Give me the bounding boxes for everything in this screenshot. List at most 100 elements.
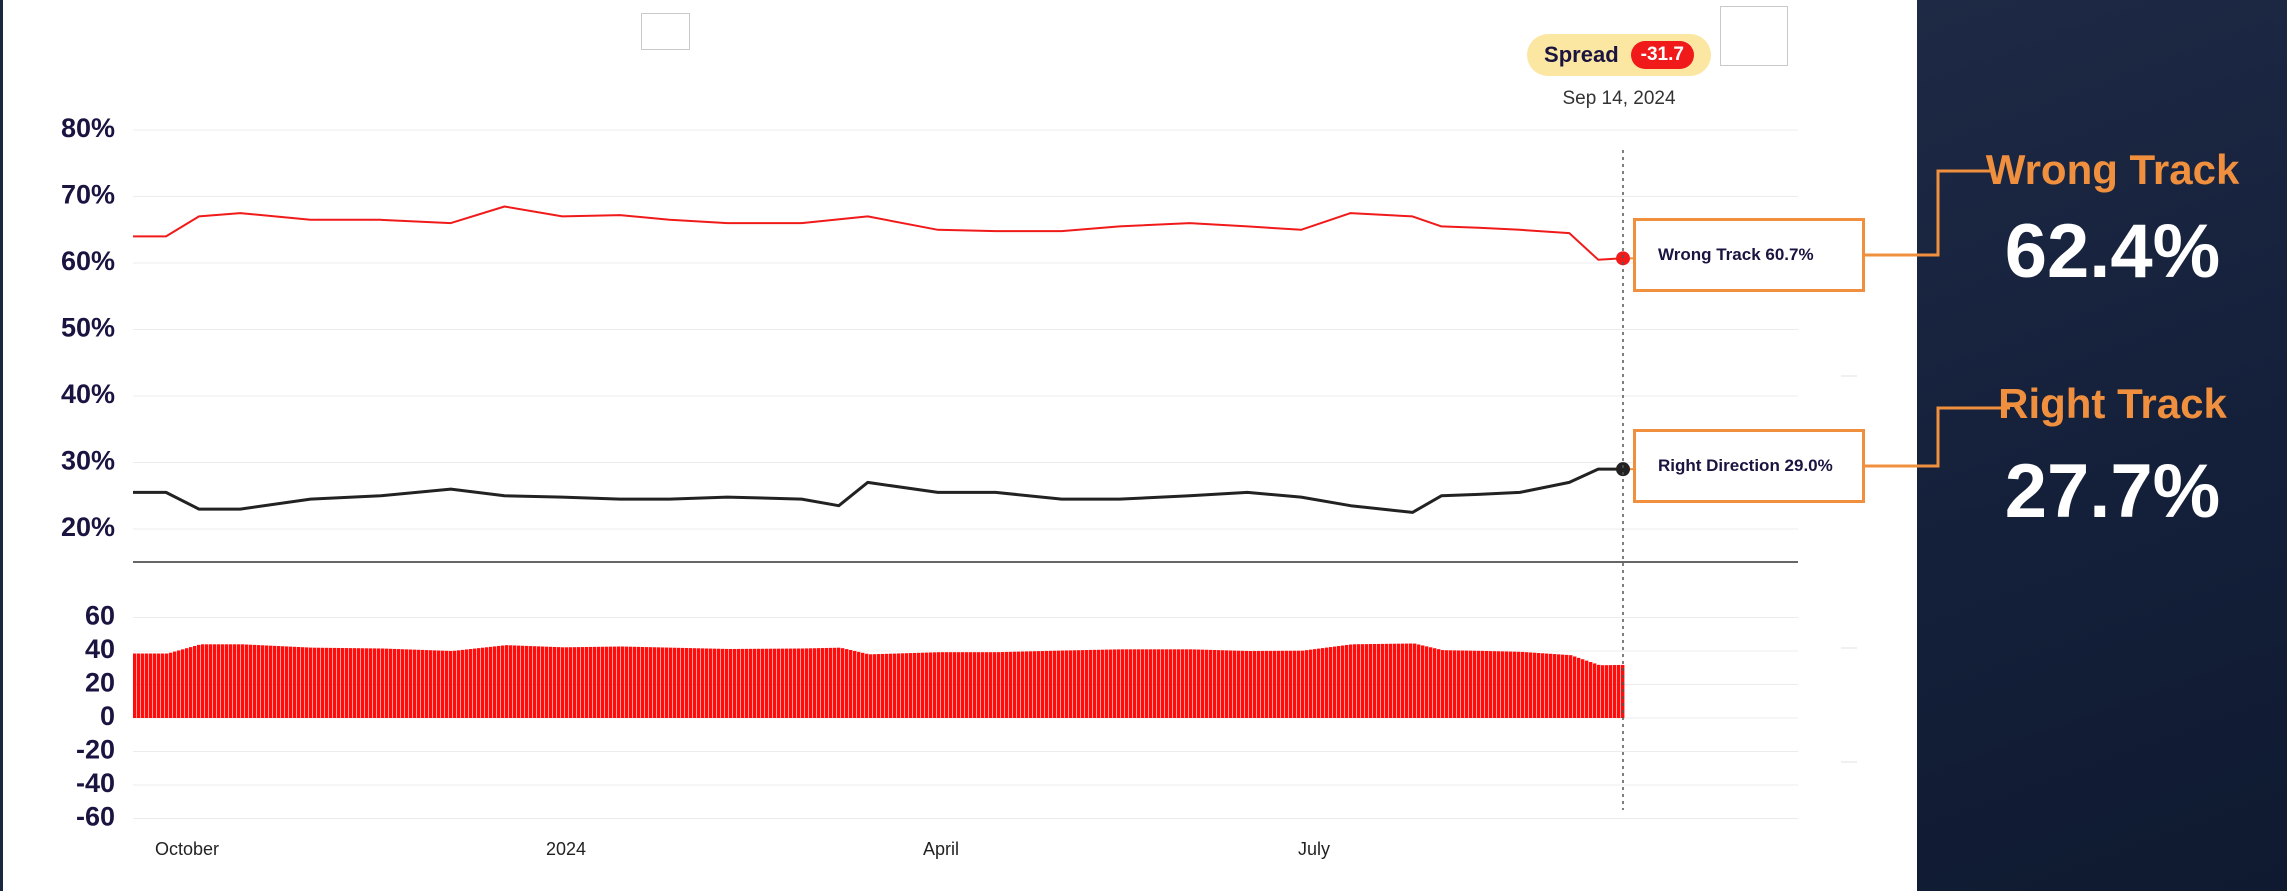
spread-bar [449, 650, 453, 718]
spread-bar [389, 648, 393, 718]
spread-bar [613, 646, 617, 718]
spread-bar [401, 649, 405, 718]
spread-bar [485, 647, 489, 718]
spread-bar [561, 647, 565, 718]
spread-bar [1109, 649, 1113, 718]
spread-bar [341, 648, 345, 718]
spread-bar [625, 646, 629, 718]
spread-bar [281, 646, 285, 718]
spread-bar [1077, 650, 1081, 718]
spread-bar [177, 650, 181, 718]
spread-bar [209, 644, 213, 718]
x-tick-label: April [923, 839, 959, 859]
spread-bar [897, 653, 901, 718]
spread-bar [953, 652, 957, 718]
spread-bar [581, 647, 585, 718]
spread-bar [853, 650, 857, 718]
spread-bar [1565, 654, 1569, 718]
spread-bar [277, 646, 281, 718]
spread-bar [1061, 650, 1065, 718]
spread-bar [1521, 651, 1525, 718]
spread-bar [1405, 643, 1409, 718]
spread-bar [217, 644, 221, 718]
spread-bar [637, 646, 641, 718]
spread-bar [601, 646, 605, 718]
spread-bar [1549, 653, 1553, 718]
spread-bar [549, 646, 553, 718]
spread-bar [1333, 646, 1337, 718]
spread-bar [1217, 650, 1221, 718]
spread-bar [1417, 644, 1421, 718]
spread-bar [645, 647, 649, 718]
spread-bar [929, 652, 933, 718]
spread-bar [1609, 665, 1613, 718]
spread-bar [1393, 643, 1397, 718]
spread-bar [1513, 651, 1517, 718]
y-tick-label: 40% [61, 379, 115, 409]
spread-bar [425, 650, 429, 718]
spread-bar [1045, 650, 1049, 718]
spread-bar [1025, 651, 1029, 718]
spread-bar [1349, 644, 1353, 718]
empty-control-right[interactable] [1720, 6, 1788, 66]
spread-bar [465, 649, 469, 718]
side-panel [1917, 0, 2287, 891]
spread-bar [473, 648, 477, 718]
spread-bar [397, 649, 401, 718]
spread-bar [505, 645, 509, 718]
spread-bar [1313, 649, 1317, 718]
spread-bar [1593, 663, 1597, 718]
right-direction-end-point [1616, 462, 1630, 477]
spread-bar [633, 646, 637, 718]
spread-bar [157, 653, 161, 718]
spread-bar [605, 646, 609, 718]
bar-y-tick-label: -20 [76, 735, 115, 765]
spread-bar [405, 649, 409, 718]
spread-bar [913, 652, 917, 718]
spread-bar [521, 645, 525, 718]
spread-bar [997, 652, 1001, 718]
spread-bar [349, 648, 353, 718]
spread-bar [1065, 650, 1069, 718]
spread-bar [653, 647, 657, 718]
spread-bar [541, 646, 545, 718]
spread-bar [1057, 650, 1061, 718]
spread-bar [565, 647, 569, 718]
spread-bar [1129, 649, 1133, 718]
spread-bar [1305, 650, 1309, 718]
bar-y-tick-label: 20 [85, 668, 115, 698]
spread-bar [889, 653, 893, 718]
spread-bar [793, 648, 797, 718]
spread-bar [269, 645, 273, 718]
spread-bar [901, 653, 905, 718]
spread-bar [1501, 651, 1505, 718]
spread-bar [133, 653, 137, 718]
right-direction-callout: Right Direction 29.0% [1633, 429, 1865, 503]
spread-bar [1017, 651, 1021, 718]
bar-y-tick-label: 60 [85, 601, 115, 631]
spread-bar [1329, 647, 1333, 718]
spread-bar [1353, 644, 1357, 718]
spread-bar [1461, 650, 1465, 718]
bar-y-tick-label: 0 [100, 701, 115, 731]
spread-bar [641, 646, 645, 718]
spread-bar [733, 648, 737, 718]
spread-bar [885, 653, 889, 718]
spread-bar [1413, 643, 1417, 718]
spread-bar [689, 648, 693, 718]
spread-bar [169, 652, 173, 718]
spread-bar [1581, 659, 1585, 718]
spread-bar [1601, 665, 1605, 718]
empty-control-left[interactable] [641, 13, 690, 50]
spread-bar [849, 650, 853, 718]
spread-bar [1197, 649, 1201, 718]
spread-bar [313, 647, 317, 718]
spread-bar [737, 648, 741, 718]
x-tick-label: October [155, 839, 219, 859]
spread-bar [1253, 650, 1257, 718]
spread-bar [1289, 650, 1293, 718]
spread-bar [1277, 650, 1281, 718]
bar-y-tick-label: -60 [76, 802, 115, 832]
spread-bar [597, 646, 601, 718]
